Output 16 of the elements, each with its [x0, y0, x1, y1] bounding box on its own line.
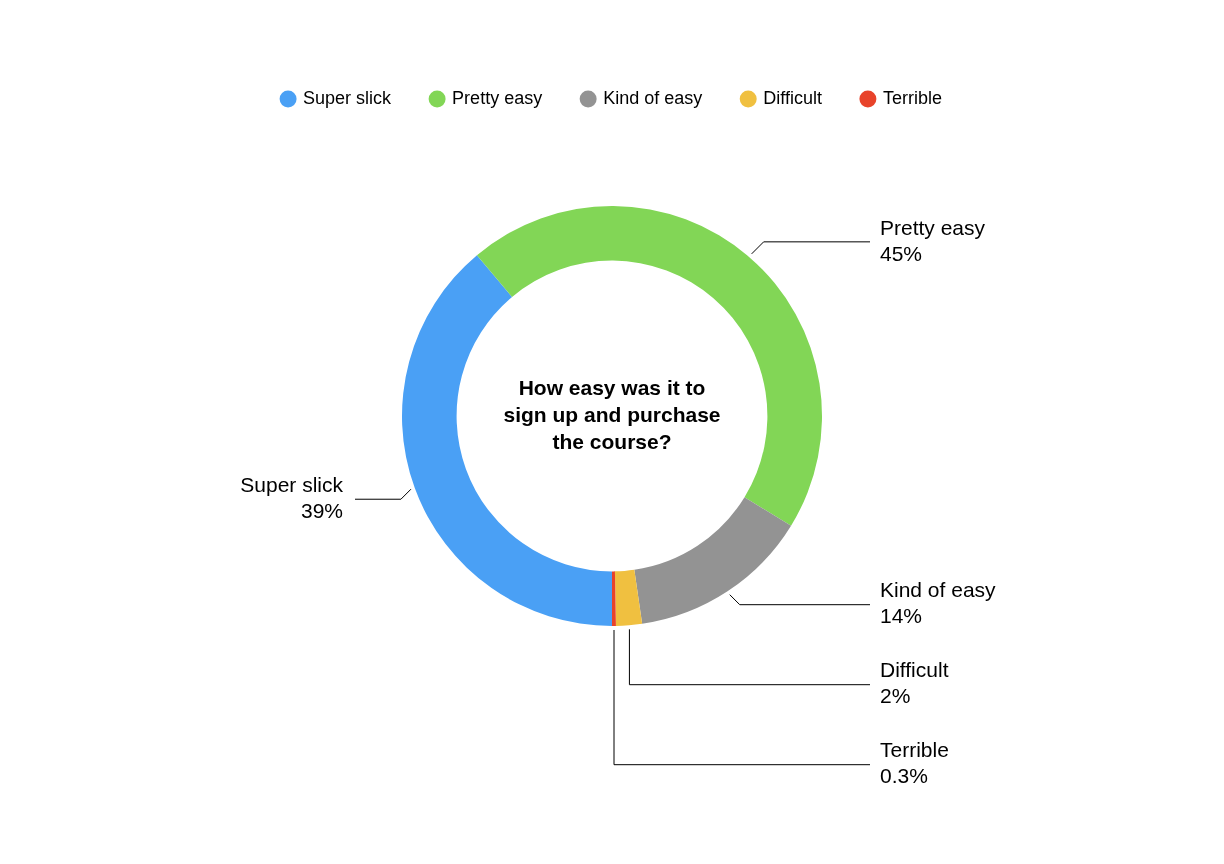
legend-label: Super slick — [303, 87, 393, 108]
slice-label: Super slick — [240, 473, 344, 497]
data-label: 2% — [880, 684, 911, 708]
data-label: 39% — [300, 499, 343, 523]
data-label: 0.3% — [880, 764, 928, 788]
data-label: 45% — [880, 241, 923, 265]
legend-label: Kind of easy — [603, 87, 703, 108]
slice-label: Difficult — [880, 658, 949, 682]
slice-label: Pretty easy — [880, 215, 986, 239]
slice-label: Terrible — [880, 738, 949, 762]
text: How easy was it to sign up and purchase the course? — [503, 375, 721, 453]
legend-label: Difficult — [763, 87, 822, 108]
legend-label: Terrible — [882, 87, 942, 108]
data-label: 14% — [880, 604, 923, 628]
legend-label: Pretty easy — [452, 87, 543, 108]
slice-label: Kind of easy — [880, 578, 997, 602]
